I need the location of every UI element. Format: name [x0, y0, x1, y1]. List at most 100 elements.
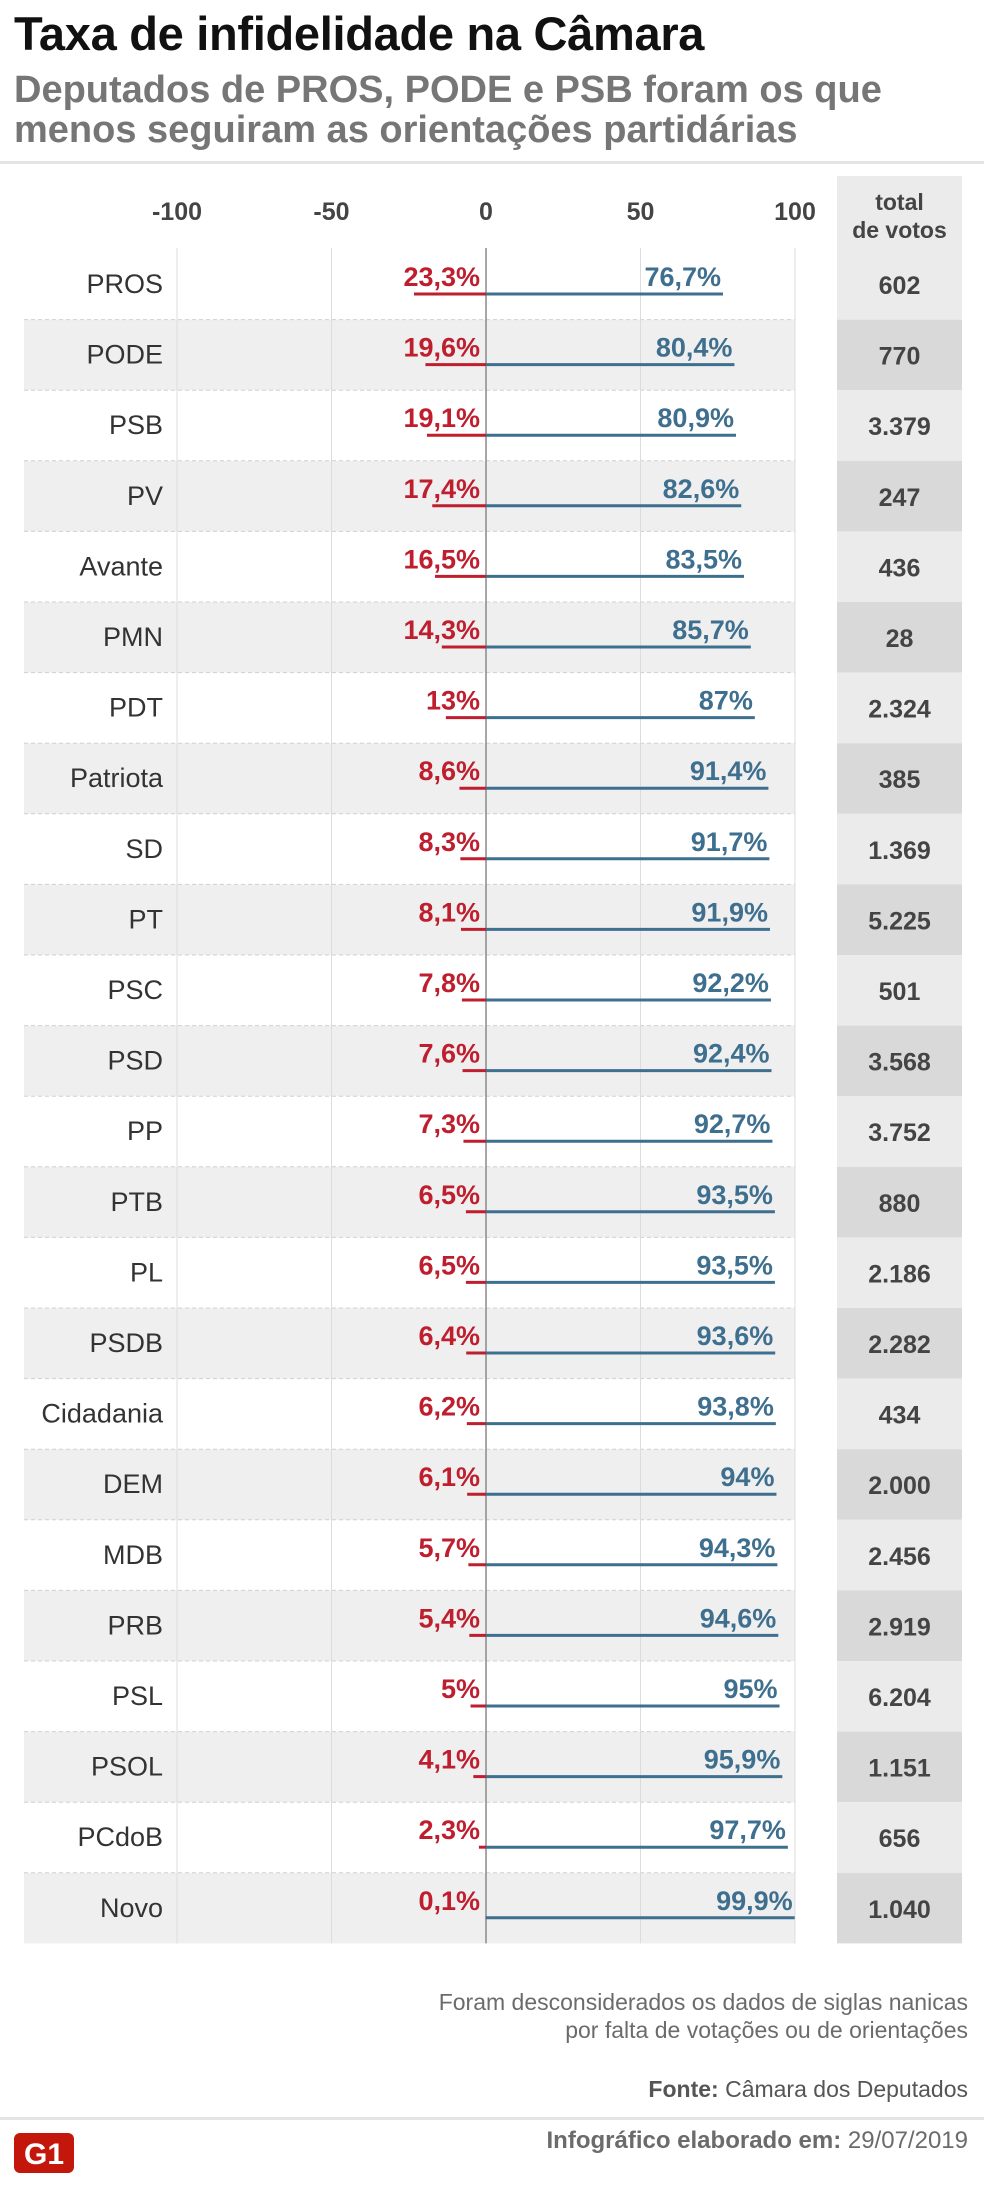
row-band	[24, 743, 795, 814]
total-cell-bg	[837, 1449, 962, 1520]
total-cell-bg	[837, 743, 962, 814]
total-cell-bg	[837, 319, 962, 391]
infidelity-value-label: 8,6%	[418, 756, 480, 786]
total-cell-bg	[837, 1872, 962, 1944]
total-votes-value: 6.204	[868, 1684, 931, 1712]
total-votes-value: 436	[879, 554, 921, 582]
infidelity-value-label: 5,7%	[418, 1533, 480, 1563]
total-votes-value: 2.456	[868, 1543, 931, 1571]
header-divider	[0, 161, 984, 164]
infidelity-value-label: 23,3%	[403, 262, 480, 292]
fidelity-value-label: 80,4%	[656, 333, 733, 363]
total-votes-value: 5.225	[868, 907, 931, 935]
source-credit: Fonte: Câmara dos Deputados	[648, 2076, 968, 2103]
credit-date: 29/07/2019	[847, 2127, 968, 2154]
x-axis: -100 -50 0 50 100	[152, 198, 816, 226]
infidelity-value-label: 0,1%	[418, 1886, 480, 1916]
fidelity-value-label: 94,6%	[700, 1603, 777, 1633]
total-votes-value: 1.040	[868, 1896, 931, 1924]
total-votes-value: 247	[879, 484, 921, 512]
total-header-line-2: de votos	[852, 217, 947, 243]
total-cell-bg	[837, 1378, 962, 1450]
party-label: SD	[125, 834, 163, 864]
fidelity-value-label: 94,3%	[699, 1533, 776, 1563]
infidelity-value-label: 7,3%	[418, 1109, 480, 1139]
fidelity-value-label: 82,6%	[663, 474, 740, 504]
fidelity-value-label: 85,7%	[672, 615, 749, 645]
row-band	[24, 1590, 795, 1661]
total-votes-value: 770	[879, 343, 921, 371]
logo-text: G1	[24, 2138, 64, 2171]
infidelity-value-label: 19,1%	[403, 403, 480, 433]
infidelity-value-label: 7,8%	[418, 968, 480, 998]
source-value: Câmara dos Deputados	[725, 2076, 968, 2102]
party-label: PODE	[86, 340, 163, 370]
party-label: PV	[127, 481, 163, 511]
axis-tick-label: -50	[313, 198, 349, 226]
total-votes-value: 602	[879, 272, 921, 300]
total-votes-value: 2.919	[868, 1613, 931, 1641]
total-votes-value: 2.186	[868, 1260, 931, 1288]
total-cell-bg	[837, 1237, 962, 1308]
total-votes-value: 28	[886, 625, 914, 653]
row-band	[24, 884, 795, 955]
row-band	[24, 1308, 795, 1379]
row-band	[24, 602, 795, 673]
total-votes-value: 3.752	[868, 1119, 931, 1147]
row-band	[24, 1731, 795, 1803]
infidelity-value-label: 5,4%	[418, 1603, 480, 1633]
infidelity-value-label: 6,5%	[418, 1250, 480, 1280]
total-votes-value: 656	[879, 1825, 921, 1853]
infidelity-value-label: 8,3%	[418, 827, 480, 857]
total-cell-bg	[837, 602, 962, 673]
footnote-line-2: por falta de votações ou de orientações	[565, 2017, 968, 2043]
party-label: PRB	[107, 1610, 163, 1640]
total-votes-value: 2.000	[868, 1472, 931, 1500]
infidelity-value-label: 6,1%	[418, 1462, 480, 1492]
party-label: PSOL	[91, 1752, 163, 1782]
fidelity-value-label: 91,7%	[691, 827, 768, 857]
subtitle-line-1: Deputados de PROS, PODE e PSB foram os q…	[14, 69, 882, 111]
fidelity-value-label: 92,2%	[692, 968, 769, 998]
fidelity-value-label: 76,7%	[644, 262, 721, 292]
total-votes-value: 1.369	[868, 837, 931, 865]
party-label: PSC	[107, 975, 163, 1005]
total-votes-value: 501	[879, 978, 921, 1006]
fidelity-value-label: 93,8%	[697, 1392, 774, 1422]
total-votes-value: 880	[879, 1190, 921, 1218]
footnote-line-1: Foram desconsiderados os dados de siglas…	[438, 1989, 968, 2015]
fidelity-value-label: 92,7%	[694, 1109, 771, 1139]
fidelity-value-label: 83,5%	[665, 544, 742, 574]
total-cell-bg	[837, 249, 962, 320]
party-label: PT	[128, 904, 163, 934]
infidelity-value-label: 2,3%	[418, 1815, 480, 1845]
axis-tick-label: 50	[627, 198, 655, 226]
page-subtitle: Deputados de PROS, PODE e PSB foram os q…	[14, 70, 954, 150]
party-label: PTB	[110, 1187, 163, 1217]
footer-divider	[0, 2117, 984, 2120]
gridlines	[176, 248, 796, 1944]
party-label: Cidadania	[41, 1399, 164, 1429]
total-cell-bg	[837, 1519, 962, 1591]
total-cell-bg	[837, 460, 962, 532]
row-band	[24, 460, 795, 532]
fidelity-value-label: 93,6%	[697, 1321, 774, 1351]
total-cell-bg	[837, 531, 962, 602]
party-label: Avante	[79, 551, 163, 581]
infidelity-value-label: 13%	[426, 686, 480, 716]
axis-tick-label: 0	[479, 198, 493, 226]
party-label: PSD	[107, 1046, 163, 1076]
row-band	[24, 1449, 795, 1520]
party-label: Patriota	[70, 763, 164, 793]
infidelity-value-label: 4,1%	[418, 1745, 480, 1775]
total-cell-bg	[837, 1166, 962, 1238]
source-label: Fonte:	[648, 2076, 719, 2102]
fidelity-value-label: 92,4%	[693, 1039, 770, 1069]
infidelity-value-label: 17,4%	[403, 474, 480, 504]
party-label: PP	[127, 1116, 163, 1146]
infidelity-value-label: 14,3%	[403, 615, 480, 645]
party-label: PCdoB	[77, 1822, 163, 1852]
subtitle-line-2: menos seguiram as orientações partidária…	[14, 109, 798, 151]
